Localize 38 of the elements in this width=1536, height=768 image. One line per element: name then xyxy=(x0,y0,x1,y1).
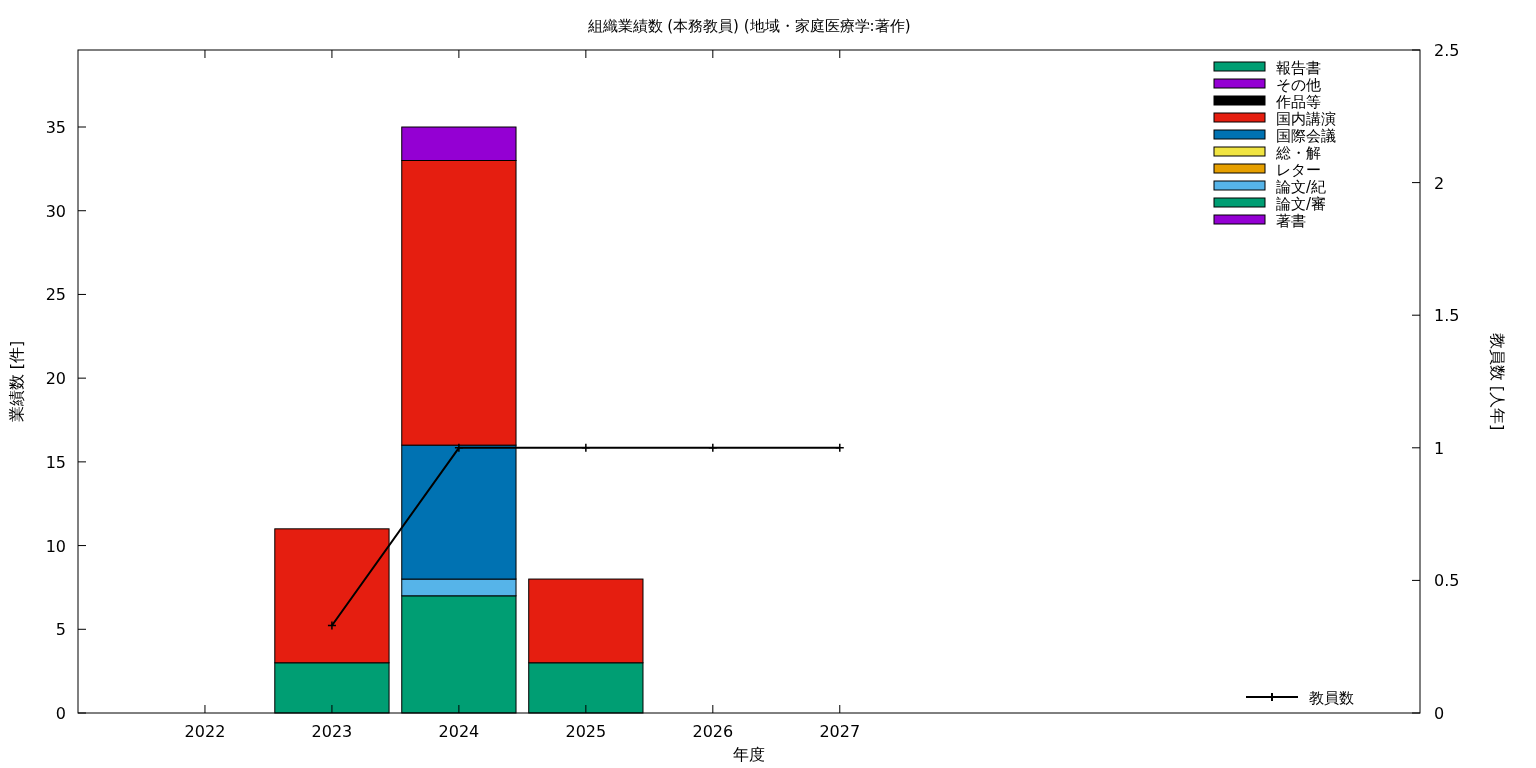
legend-label: 論文/紀 xyxy=(1276,178,1327,196)
legend-label: 報告書 xyxy=(1276,59,1321,77)
legend-label: 国内講演 xyxy=(1276,110,1336,128)
legend-label: 国際会議 xyxy=(1276,127,1336,145)
x-tick-label: 2025 xyxy=(565,722,607,741)
y2-axis-title: 教員数 [人年] xyxy=(1488,332,1507,431)
legend-label: その他 xyxy=(1276,76,1321,94)
legend-label: 総・解 xyxy=(1275,144,1321,162)
legend-label: レター xyxy=(1276,161,1321,179)
y-tick-label: 5 xyxy=(55,620,66,640)
legend-label: 作品等 xyxy=(1275,93,1321,111)
chart-title: 組織業績数 (本務教員) (地域・家庭医療学:著作) xyxy=(586,17,911,35)
x-tick-label: 2027 xyxy=(819,722,861,741)
y-tick-label: 25 xyxy=(45,285,66,305)
y2-tick-label: 0 xyxy=(1434,704,1445,723)
y-tick-label: 35 xyxy=(45,118,66,138)
x-tick-label: 2024 xyxy=(438,722,480,741)
y-tick-label: 10 xyxy=(45,536,66,556)
y2-tick-label: 1.5 xyxy=(1434,306,1460,326)
bar xyxy=(528,578,644,664)
bar xyxy=(274,528,390,664)
y-tick-label: 15 xyxy=(45,452,66,472)
y-tick-label: 30 xyxy=(45,201,66,221)
x-axis-title: 年度 xyxy=(733,745,765,764)
y2-tick-label: 2 xyxy=(1434,173,1445,193)
y-tick-label: 20 xyxy=(45,369,66,389)
x-tick-label: 2022 xyxy=(184,722,226,741)
y2-tick-label: 2.5 xyxy=(1434,41,1460,60)
legend-label: 教員数 xyxy=(1309,689,1354,707)
y-axis-title: 業績数 [件] xyxy=(7,340,26,423)
x-tick-label: 2023 xyxy=(311,722,353,741)
y2-tick-label: 0.5 xyxy=(1434,571,1460,591)
legend-label: 著書 xyxy=(1276,212,1306,230)
y-tick-label: 0 xyxy=(55,704,66,723)
x-tick-label: 2026 xyxy=(692,722,734,741)
legend-line: 教員数 xyxy=(1245,689,1354,707)
legend-label: 論文/審 xyxy=(1276,195,1327,213)
y2-tick-label: 1 xyxy=(1434,438,1445,458)
